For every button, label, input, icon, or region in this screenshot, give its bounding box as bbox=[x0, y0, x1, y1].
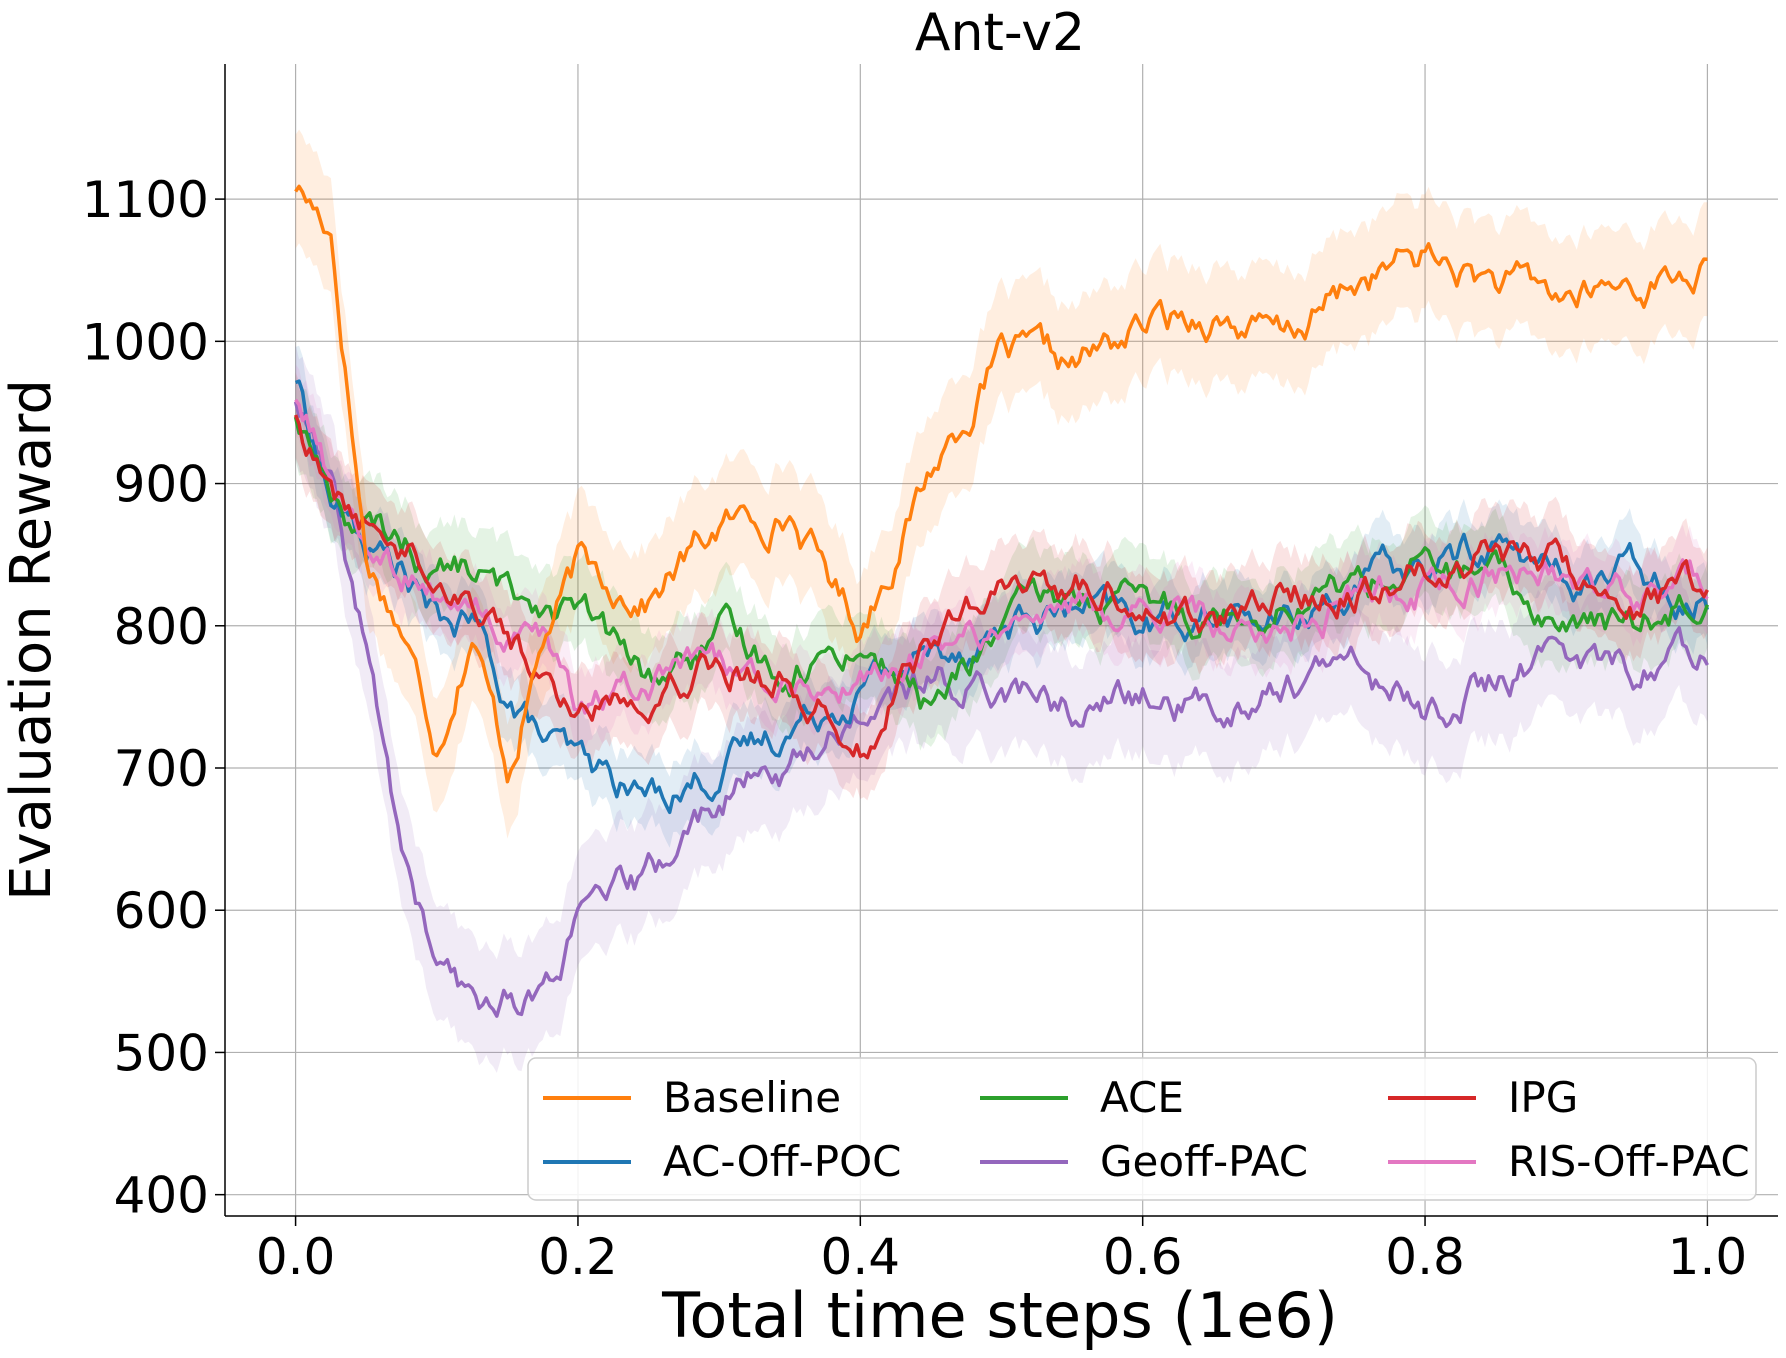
confidence-band-ac-off-poc bbox=[295, 345, 1708, 848]
series-lines bbox=[293, 184, 1710, 1018]
y-tick-label: 800 bbox=[114, 598, 209, 656]
y-tick-label: 1100 bbox=[82, 171, 209, 229]
confidence-bands bbox=[295, 129, 1708, 1073]
y-tick-label: 600 bbox=[114, 882, 209, 940]
x-axis-label: Total time steps (1e6) bbox=[661, 1279, 1338, 1352]
x-ticks: 0.0 0.2 0.4 0.6 0.8 1.0 bbox=[256, 1216, 1747, 1286]
x-tick-label: 0.6 bbox=[1103, 1228, 1183, 1286]
x-tick-label: 0.0 bbox=[256, 1228, 336, 1286]
legend-label: ACE bbox=[1100, 1073, 1184, 1122]
axes bbox=[224, 64, 1778, 1217]
series-line-geoff-pac bbox=[293, 401, 1709, 1018]
y-ticks: 400 500 600 700 800 900 1000 1100 bbox=[82, 171, 225, 1225]
x-tick-label: 1.0 bbox=[1668, 1228, 1748, 1286]
y-tick-label: 900 bbox=[114, 456, 209, 514]
x-tick-label: 0.8 bbox=[1385, 1228, 1465, 1286]
legend-label: Baseline bbox=[663, 1073, 841, 1122]
x-tick-label: 0.4 bbox=[821, 1228, 901, 1286]
legend-label: RIS-Off-PAC bbox=[1508, 1137, 1750, 1186]
confidence-band-baseline bbox=[295, 129, 1708, 839]
x-tick-label: 0.2 bbox=[538, 1228, 618, 1286]
legend-label: Geoff-PAC bbox=[1100, 1137, 1308, 1186]
confidence-band-ace bbox=[295, 374, 1708, 751]
legend: Baseline AC-Off-POC ACE Geoff-PAC IPG RIS-Off… bbox=[527, 1057, 1757, 1201]
series-line-ris-off-pac bbox=[294, 398, 1709, 715]
y-axis-label: Evaluation Reward bbox=[0, 379, 64, 901]
y-tick-label: 400 bbox=[114, 1167, 209, 1225]
confidence-band-geoff-pac bbox=[295, 344, 1708, 1073]
y-tick-label: 1000 bbox=[82, 313, 209, 371]
y-tick-label: 700 bbox=[114, 740, 209, 798]
confidence-band-ris-off-pac bbox=[295, 364, 1708, 749]
legend-label: IPG bbox=[1508, 1073, 1578, 1122]
chart-title: Ant-v2 bbox=[915, 3, 1085, 63]
y-tick-label: 500 bbox=[114, 1024, 209, 1082]
series-line-baseline bbox=[294, 184, 1708, 784]
legend-label: AC-Off-POC bbox=[663, 1137, 902, 1186]
confidence-band-ipg bbox=[295, 372, 1708, 801]
legend-frame bbox=[527, 1057, 1757, 1201]
